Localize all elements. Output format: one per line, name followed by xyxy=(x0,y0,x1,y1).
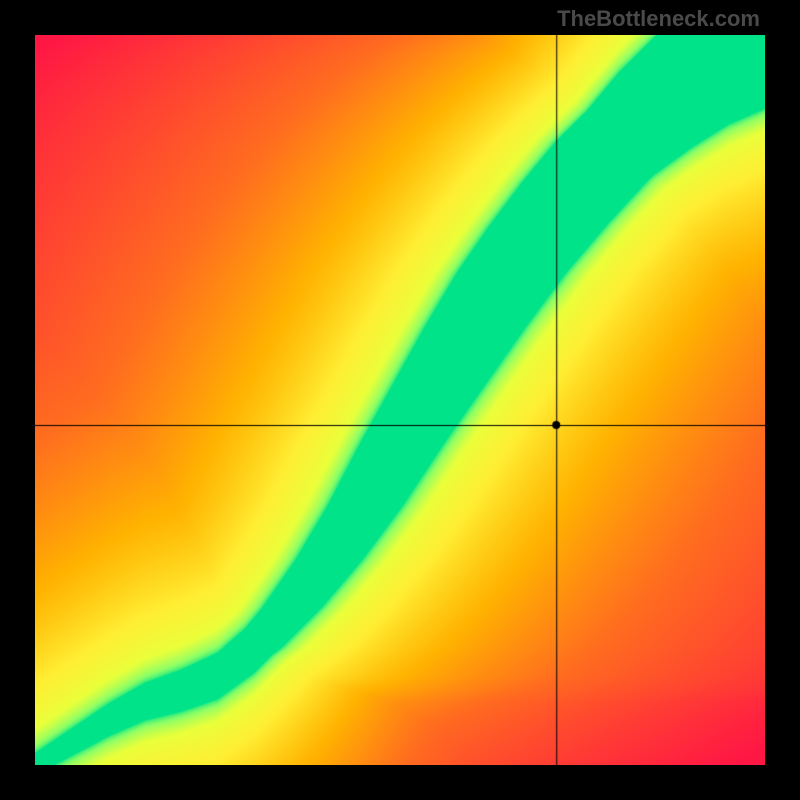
watermark-text: TheBottleneck.com xyxy=(557,6,760,32)
heatmap-plot xyxy=(35,35,765,765)
heatmap-canvas xyxy=(35,35,765,765)
